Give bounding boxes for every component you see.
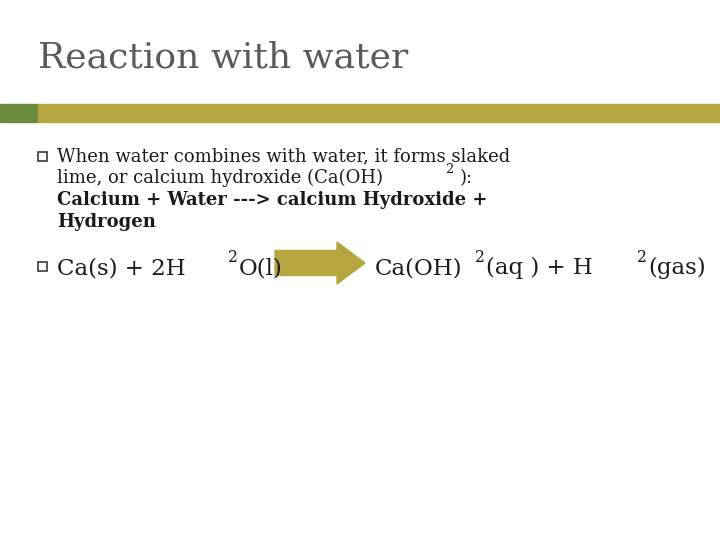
Bar xyxy=(38,104,720,122)
Text: 2: 2 xyxy=(445,163,454,176)
Text: (gas): (gas) xyxy=(648,257,706,279)
Text: Calcium + Water ---> calcium Hydroxide +: Calcium + Water ---> calcium Hydroxide + xyxy=(57,191,487,209)
Text: 2: 2 xyxy=(228,249,238,266)
Bar xyxy=(38,262,47,271)
Bar xyxy=(0,104,38,122)
FancyArrow shape xyxy=(275,242,365,284)
Text: lime, or calcium hydroxide (Ca(OH): lime, or calcium hydroxide (Ca(OH) xyxy=(57,169,383,187)
Text: Reaction with water: Reaction with water xyxy=(38,40,408,74)
Text: (aq ) + H: (aq ) + H xyxy=(486,257,593,279)
Text: 2: 2 xyxy=(637,249,647,266)
Text: ):: ): xyxy=(460,169,473,187)
Text: O(l): O(l) xyxy=(239,257,283,279)
Text: Ca(s) + 2H: Ca(s) + 2H xyxy=(57,257,186,279)
Bar xyxy=(38,152,47,161)
Text: 2: 2 xyxy=(475,249,485,266)
Text: Hydrogen: Hydrogen xyxy=(57,213,156,231)
Text: Ca(OH): Ca(OH) xyxy=(375,257,462,279)
Text: When water combines with water, it forms slaked: When water combines with water, it forms… xyxy=(57,147,510,165)
